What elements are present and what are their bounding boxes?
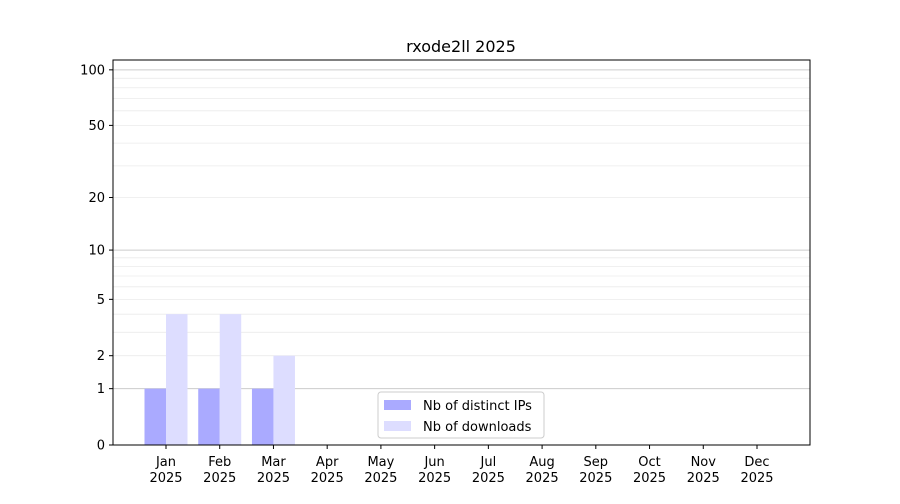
- legend-box: [377, 391, 545, 439]
- chart-title: rxode2ll 2025: [406, 37, 516, 56]
- y-tick-label: 20: [88, 191, 105, 206]
- x-tick-label: May 2025: [364, 455, 397, 486]
- x-tick-label-line: 2025: [740, 471, 773, 486]
- x-tick-label-line: 2025: [472, 471, 505, 486]
- x-tick-label: Aug 2025: [526, 455, 559, 486]
- bar-distinct-ips: [251, 388, 274, 445]
- x-tick-label: Jan 2025: [149, 455, 182, 486]
- x-tick-label-line: 2025: [257, 471, 290, 486]
- x-tick-label: Mar 2025: [257, 455, 290, 486]
- x-tick-label: Dec 2025: [740, 455, 773, 486]
- x-tick-label-line: 2025: [418, 471, 451, 486]
- x-tick-label-line: Apr: [316, 455, 339, 470]
- x-tick-label: Apr 2025: [311, 455, 344, 486]
- y-tick-label: 2: [97, 349, 105, 364]
- x-tick-label: Feb 2025: [203, 455, 236, 486]
- bar-distinct-ips: [144, 388, 166, 445]
- y-tick-label: 1: [97, 382, 105, 397]
- x-tick-label: Nov 2025: [687, 455, 720, 486]
- legend-label: Nb of downloads: [423, 420, 532, 435]
- x-tick-label: Sep 2025: [579, 455, 612, 486]
- x-tick-label-line: Dec: [744, 455, 769, 470]
- x-tick-label-line: 2025: [149, 471, 182, 486]
- x-tick-label-line: 2025: [633, 471, 666, 486]
- x-tick-label-line: Jan: [155, 455, 176, 470]
- y-tick-label: 0: [97, 439, 105, 454]
- bar-distinct-ips: [198, 388, 220, 445]
- y-tick-label: 10: [88, 244, 105, 259]
- x-tick-label-line: Aug: [529, 455, 554, 470]
- x-tick-label-line: Mar: [261, 455, 286, 470]
- y-tick-label: 5: [97, 293, 105, 308]
- x-tick-label-line: 2025: [526, 471, 559, 486]
- bar-downloads: [273, 355, 295, 445]
- x-tick-label: Jul 2025: [472, 455, 505, 486]
- x-tick-label-line: Jul: [480, 455, 497, 470]
- x-tick-label-line: Jun: [423, 455, 444, 470]
- x-tick-label-line: Sep: [584, 455, 609, 470]
- x-tick-label-line: 2025: [311, 471, 344, 486]
- x-tick-label-line: 2025: [579, 471, 612, 486]
- x-tick-label-line: 2025: [687, 471, 720, 486]
- y-tick-label: 100: [80, 63, 105, 78]
- bar-downloads: [219, 314, 242, 445]
- legend-label: Nb of distinct IPs: [423, 399, 532, 414]
- legend-swatch: [384, 421, 411, 431]
- bar-downloads: [166, 314, 188, 445]
- y-tick-label: 50: [88, 119, 105, 134]
- x-tick-label-line: Oct: [638, 455, 660, 470]
- plot-frame: [112, 59, 811, 446]
- x-tick-label-line: 2025: [364, 471, 397, 486]
- x-tick-label: Jun 2025: [418, 455, 451, 486]
- x-tick-label-line: 2025: [203, 471, 236, 486]
- x-tick-label: Oct 2025: [633, 455, 666, 486]
- x-tick-label-line: Feb: [208, 455, 231, 470]
- x-tick-label-line: Nov: [691, 455, 717, 470]
- legend-swatch: [384, 400, 411, 410]
- x-tick-label-line: May: [367, 455, 394, 470]
